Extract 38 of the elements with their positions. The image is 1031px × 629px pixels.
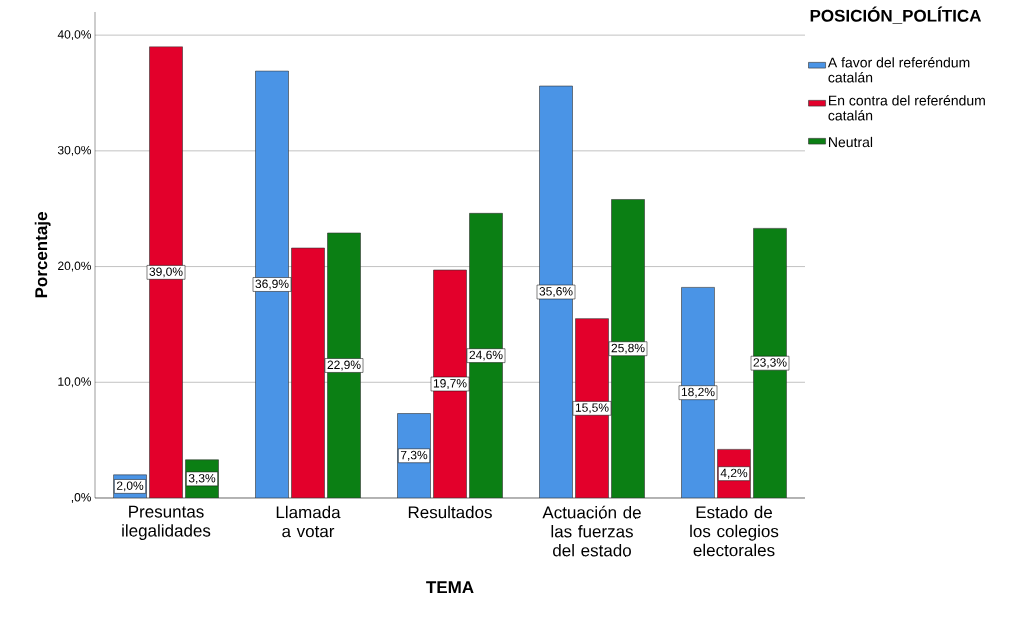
x-tick-label: Presuntas ilegalidades — [122, 505, 211, 541]
x-tick-label: Actuación de las fuerzas del estado — [542, 505, 641, 557]
bar — [469, 213, 503, 498]
bar — [539, 85, 573, 498]
legend-label: Neutral — [829, 136, 873, 148]
data-label: 24,6% — [469, 350, 503, 361]
x-tick-label: Llamada a votar — [276, 505, 341, 538]
bar — [753, 228, 787, 498]
data-label: 22,9% — [327, 360, 361, 371]
bar — [255, 70, 289, 498]
data-label: 35,6% — [539, 287, 573, 297]
x-axis-title: TEMA — [426, 581, 474, 594]
data-label: 4,2% — [720, 468, 748, 479]
y-tick-label: ,0% — [71, 493, 92, 503]
data-label: 25,8% — [611, 343, 645, 354]
y-tick-label: 40,0% — [57, 30, 92, 41]
data-label: 36,9% — [255, 279, 289, 290]
y-tick-label: 10,0% — [58, 377, 92, 388]
legend-label: A favor del referéndum catalán — [827, 57, 970, 83]
legend-label: En contra del referéndum catalán — [828, 95, 985, 121]
data-label: 18,2% — [681, 387, 715, 398]
y-tick-label: 30,0% — [57, 145, 92, 156]
data-label: 19,7% — [433, 379, 467, 389]
data-label: 39,0% — [149, 267, 183, 278]
y-tick-label: 20,0% — [58, 261, 92, 272]
data-label: 15,5% — [575, 403, 609, 414]
y-axis-title: Porcentaje — [34, 212, 51, 298]
data-label: 7,3% — [400, 450, 428, 461]
data-label: 2,0% — [116, 481, 144, 492]
data-label: 3,3% — [188, 473, 216, 484]
x-tick-label: Estado de los colegios electorales — [690, 505, 779, 557]
legend-title: POSICIÓN_POLÍTICA — [810, 6, 981, 24]
bar — [149, 46, 183, 498]
bar — [327, 232, 361, 498]
bar — [611, 199, 645, 498]
bar — [291, 247, 325, 498]
data-label: 23,3% — [753, 358, 787, 369]
x-tick-label: Resultados — [408, 505, 492, 519]
